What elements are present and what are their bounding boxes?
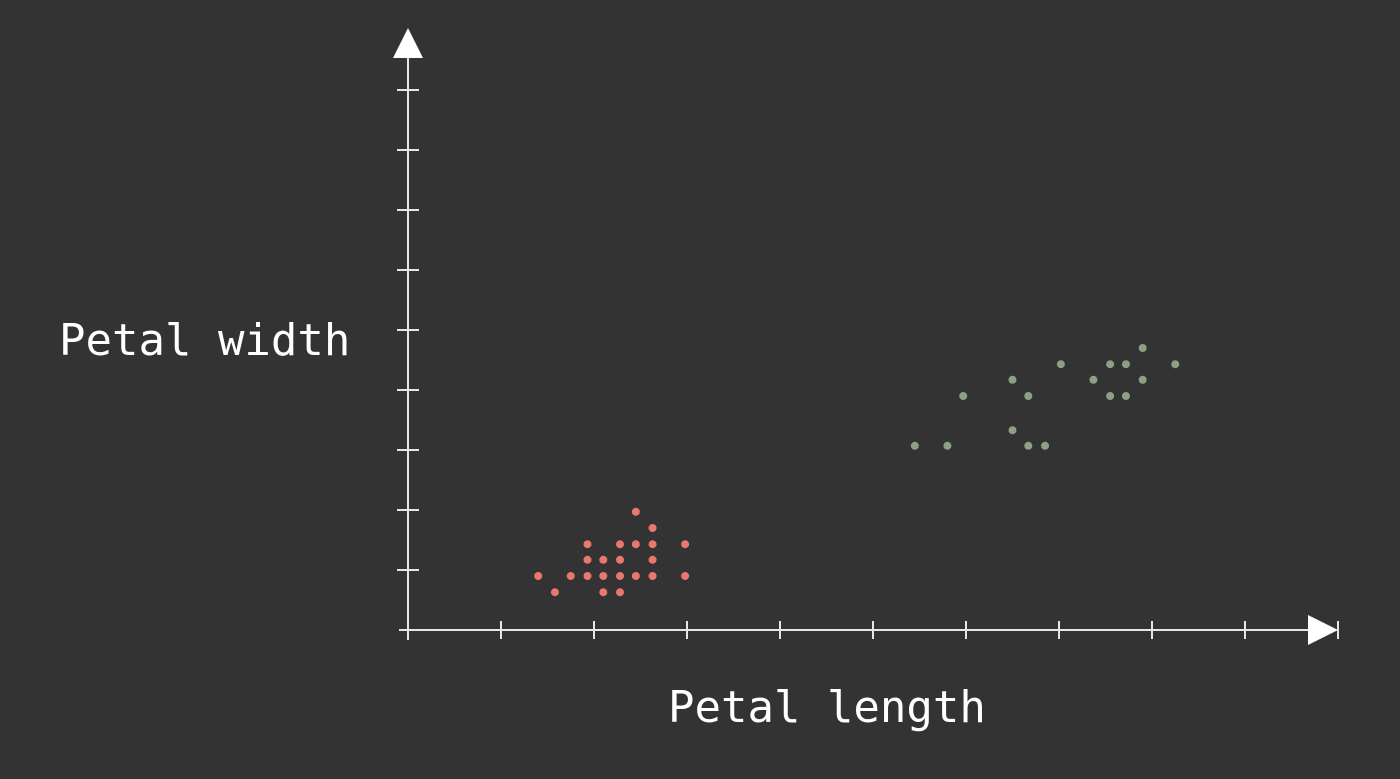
data-point [566, 572, 575, 580]
data-point [599, 555, 608, 564]
data-point [631, 572, 640, 580]
data-point [943, 441, 952, 450]
x-axis-arrow [1308, 615, 1338, 645]
data-point [1106, 392, 1115, 400]
data-point [648, 572, 657, 580]
data-point [1024, 441, 1033, 450]
data-point [631, 540, 640, 549]
data-point [534, 572, 543, 580]
data-point [599, 572, 608, 580]
data-points [534, 344, 1180, 597]
y-axis-label: Petal width [59, 315, 350, 366]
data-point [1171, 360, 1180, 369]
data-point [616, 540, 625, 549]
data-point [648, 524, 657, 532]
y-axis-arrow [393, 28, 423, 58]
data-point [648, 540, 657, 549]
data-point [1089, 375, 1098, 384]
data-point [631, 507, 640, 516]
data-point [1008, 426, 1017, 435]
data-point [1106, 360, 1115, 369]
data-point [1008, 375, 1017, 384]
data-point [910, 441, 919, 450]
data-point [1138, 344, 1147, 352]
data-point [583, 540, 592, 549]
data-point [583, 555, 592, 564]
y-ticks [397, 89, 419, 571]
data-point [681, 540, 690, 549]
data-point [648, 555, 657, 564]
data-point [681, 572, 690, 580]
x-axis-label: Petal length [668, 682, 986, 733]
data-point [959, 392, 968, 400]
data-point [1121, 392, 1130, 400]
data-point [583, 572, 592, 580]
data-point [1056, 360, 1065, 369]
data-point [1121, 360, 1130, 369]
data-point [1024, 392, 1033, 400]
x-ticks [407, 621, 1339, 639]
data-point [550, 588, 559, 597]
axes [393, 28, 1338, 645]
data-point [616, 572, 625, 580]
data-point [599, 588, 608, 597]
data-point [1041, 441, 1050, 450]
data-point [616, 588, 625, 597]
data-point [1138, 375, 1147, 384]
data-point [616, 555, 625, 564]
